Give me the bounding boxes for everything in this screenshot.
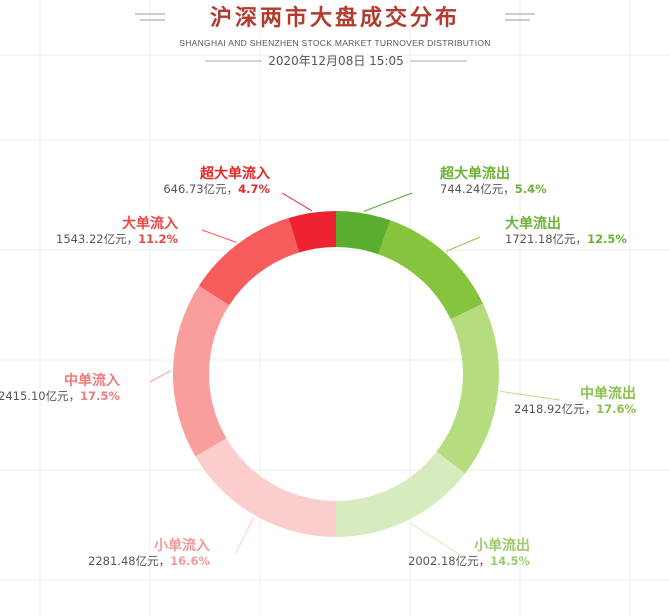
chart-title: 沪深两市大盘成交分布 xyxy=(210,5,460,31)
slice-amount: 744.24亿元， xyxy=(440,182,515,196)
chart-subtitle: SHANGHAI AND SHENZHEN STOCK MARKET TURNO… xyxy=(179,38,491,48)
donut-slice xyxy=(288,211,336,253)
donut-slice xyxy=(198,218,300,306)
slice-amount: 2281.48亿元， xyxy=(88,554,170,568)
slice-value: 2418.92亿元，17.6% xyxy=(514,402,636,416)
leader-line xyxy=(446,236,481,252)
slice-percent: 5.4% xyxy=(515,182,547,196)
slice-percent: 11.2% xyxy=(138,232,178,246)
donut-slice xyxy=(336,211,391,255)
slice-name: 小单流出 xyxy=(474,537,530,554)
slice-name: 超大单流入 xyxy=(199,165,270,182)
leader-line xyxy=(201,229,237,243)
slice-percent: 14.5% xyxy=(490,554,530,568)
donut-slice xyxy=(195,438,337,537)
slice-percent: 16.6% xyxy=(170,554,210,568)
leader-line xyxy=(149,370,172,383)
slice-amount: 1543.22亿元， xyxy=(56,232,138,246)
slice-name: 大单流出 xyxy=(505,215,561,232)
slice-value: 1721.18亿元，12.5% xyxy=(505,232,627,246)
leader-line xyxy=(363,192,413,212)
slice-name: 中单流出 xyxy=(580,385,636,402)
donut-slice xyxy=(336,451,466,537)
slice-value: 744.24亿元，5.4% xyxy=(440,182,547,196)
slice-value: 1543.22亿元，11.2% xyxy=(56,232,178,246)
slice-name: 中单流入 xyxy=(64,372,120,389)
slice-amount: 646.73亿元， xyxy=(163,182,238,196)
slice-percent: 17.6% xyxy=(596,402,636,416)
slice-value: 646.73亿元，4.7% xyxy=(163,182,270,196)
slice-name: 大单流入 xyxy=(122,215,178,232)
donut-slice xyxy=(378,220,484,320)
donut-ring xyxy=(173,211,499,537)
slice-name: 小单流入 xyxy=(154,537,210,554)
slice-amount: 2002.18亿元， xyxy=(408,554,490,568)
slice-value: 2415.10亿元，17.5% xyxy=(0,389,120,403)
leader-line xyxy=(500,390,561,401)
leader-line xyxy=(408,521,463,557)
slice-amount: 2418.92亿元， xyxy=(514,402,596,416)
slice-name: 超大单流出 xyxy=(439,165,510,182)
donut-slice xyxy=(436,303,499,474)
slice-percent: 17.5% xyxy=(80,389,120,403)
slice-percent: 4.7% xyxy=(238,182,270,196)
leader-line xyxy=(281,192,313,212)
leader-line xyxy=(235,516,255,554)
leader-lines xyxy=(149,192,561,557)
slice-amount: 2415.10亿元， xyxy=(0,389,80,403)
slice-value: 2281.48亿元，16.6% xyxy=(88,554,210,568)
slice-value: 2002.18亿元，14.5% xyxy=(408,554,530,568)
donut-slice xyxy=(173,285,230,457)
chart-header: 沪深两市大盘成交分布 SHANGHAI AND SHENZHEN STOCK M… xyxy=(135,5,535,68)
slice-amount: 1721.18亿元， xyxy=(505,232,587,246)
slice-percent: 12.5% xyxy=(587,232,627,246)
chart-datetime: 2020年12月08日 15:05 xyxy=(268,54,403,68)
